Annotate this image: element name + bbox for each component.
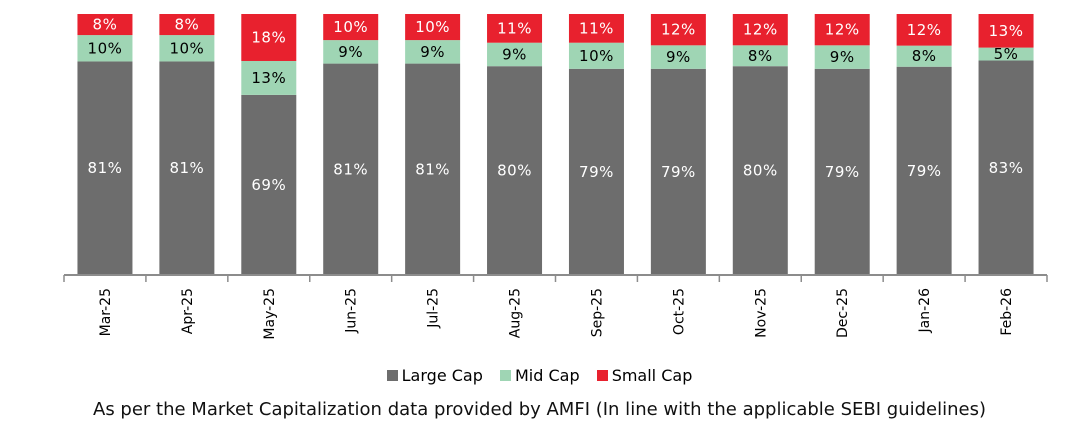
bar-small-cap-dec-25 [814,14,870,46]
data-label-large-cap-aug-25: 80% [497,162,532,180]
bar-large-cap-dec-25 [814,68,870,275]
bar-large-cap-jan-26 [896,66,952,276]
data-label-mid-cap-jul-25: 9% [420,43,445,61]
bar-small-cap-sep-25 [568,14,624,43]
data-label-mid-cap-oct-25: 9% [666,48,691,66]
x-tick-label-mar-25: Mar-25 [98,288,114,336]
data-label-mid-cap-mar-25: 10% [88,39,123,57]
legend-swatch-large-cap [386,370,398,381]
bar-mid-cap-sep-25 [568,42,624,69]
bar-mid-cap-jun-25 [323,40,379,64]
data-label-large-cap-jul-25: 81% [415,160,450,178]
data-label-small-cap-apr-25: 8% [174,16,199,34]
legend-item-large-cap: Large Cap [386,366,483,385]
bar-large-cap-may-25 [241,94,297,275]
data-label-small-cap-jul-25: 10% [415,18,450,36]
bar-small-cap-may-25 [241,14,297,61]
bar-small-cap-nov-25 [732,14,788,46]
legend-label-mid-cap: Mid Cap [514,366,580,385]
x-tick-label-dec-25: Dec-25 [835,288,851,338]
bar-large-cap-sep-25 [568,68,624,275]
data-label-large-cap-jun-25: 81% [333,160,368,178]
bar-small-cap-aug-25 [487,14,543,43]
x-tick-label-sep-25: Sep-25 [589,288,605,337]
bar-mid-cap-dec-25 [814,45,870,69]
data-label-mid-cap-dec-25: 9% [830,48,855,66]
x-tick-label-oct-25: Oct-25 [671,288,687,335]
bar-large-cap-apr-25 [159,61,215,275]
x-tick-label-aug-25: Aug-25 [508,288,524,338]
data-label-large-cap-nov-25: 80% [743,162,778,180]
bar-large-cap-mar-25 [77,61,133,275]
x-tick-label-nov-25: Nov-25 [753,288,769,338]
bar-large-cap-jun-25 [323,63,379,276]
bar-large-cap-oct-25 [650,68,706,275]
data-label-mid-cap-jan-26: 8% [912,47,937,65]
bar-small-cap-oct-25 [650,14,706,46]
stacked-bar-chart: 81% 10% 8% 81% 10% 8% 69% 13% 18% 81% 9% 10% 81% 9% 10… [63,14,1048,340]
bar-mid-cap-oct-25 [650,45,706,69]
data-label-large-cap-apr-25: 81% [169,159,204,177]
legend-item-mid-cap: Mid Cap [499,366,580,385]
legend-label-large-cap: Large Cap [401,366,483,385]
data-label-large-cap-may-25: 69% [251,176,286,194]
bar-large-cap-jul-25 [405,63,461,276]
legend-item-small-cap: Small Cap [596,366,693,385]
data-label-small-cap-nov-25: 12% [743,21,778,39]
legend-label-small-cap: Small Cap [611,366,693,385]
bar-small-cap-mar-25 [77,14,133,36]
x-tick-label-jan-26: Jan-26 [917,288,933,334]
chart-legend: Large Cap Mid Cap Small Cap [0,366,1079,385]
x-tick-label-jun-25: Jun-25 [344,288,360,334]
data-label-mid-cap-sep-25: 10% [579,47,614,65]
bar-mid-cap-apr-25 [159,35,215,62]
bar-mid-cap-feb-26 [978,47,1034,61]
bar-mid-cap-aug-25 [487,42,543,67]
data-label-small-cap-dec-25: 12% [825,21,860,39]
data-label-large-cap-oct-25: 79% [661,163,696,181]
bar-large-cap-nov-25 [732,66,788,275]
data-label-large-cap-mar-25: 81% [88,159,123,177]
data-label-mid-cap-aug-25: 9% [502,45,527,63]
bar-large-cap-feb-26 [978,60,1034,276]
data-label-small-cap-mar-25: 8% [93,16,118,34]
data-label-mid-cap-may-25: 13% [251,69,286,87]
data-label-small-cap-jan-26: 12% [907,21,942,39]
x-tick-label-may-25: May-25 [262,288,278,340]
data-label-small-cap-oct-25: 12% [661,21,696,39]
data-label-mid-cap-nov-25: 8% [748,47,773,65]
data-label-mid-cap-apr-25: 10% [169,39,204,57]
footnote: As per the Market Capitalization data pr… [93,399,986,420]
bar-large-cap-aug-25 [487,66,543,275]
data-label-mid-cap-feb-26: 5% [994,45,1019,63]
bar-small-cap-jan-26 [896,14,952,46]
data-label-mid-cap-jun-25: 9% [338,43,363,61]
bar-small-cap-jul-25 [405,14,461,41]
data-label-large-cap-feb-26: 83% [989,159,1024,177]
bar-small-cap-jun-25 [323,14,379,41]
data-label-small-cap-sep-25: 11% [579,19,614,37]
bar-mid-cap-mar-25 [77,35,133,62]
bar-mid-cap-jul-25 [405,40,461,64]
data-label-small-cap-aug-25: 11% [497,19,532,37]
data-label-large-cap-sep-25: 79% [579,163,614,181]
bar-small-cap-apr-25 [159,14,215,36]
bar-small-cap-feb-26 [978,14,1034,48]
x-tick-label-apr-25: Apr-25 [180,288,196,334]
legend-swatch-small-cap [596,370,608,381]
data-label-small-cap-feb-26: 13% [989,22,1024,40]
x-tick-label-feb-26: Feb-26 [999,288,1015,336]
x-tick-label-jul-25: Jul-25 [426,288,442,329]
data-label-large-cap-dec-25: 79% [825,163,860,181]
data-label-small-cap-jun-25: 10% [333,18,368,36]
legend-swatch-mid-cap [499,370,511,381]
bar-mid-cap-may-25 [241,60,297,95]
bar-mid-cap-jan-26 [896,45,952,67]
data-label-small-cap-may-25: 18% [251,28,286,46]
data-label-large-cap-jan-26: 79% [907,162,942,180]
bar-mid-cap-nov-25 [732,45,788,67]
